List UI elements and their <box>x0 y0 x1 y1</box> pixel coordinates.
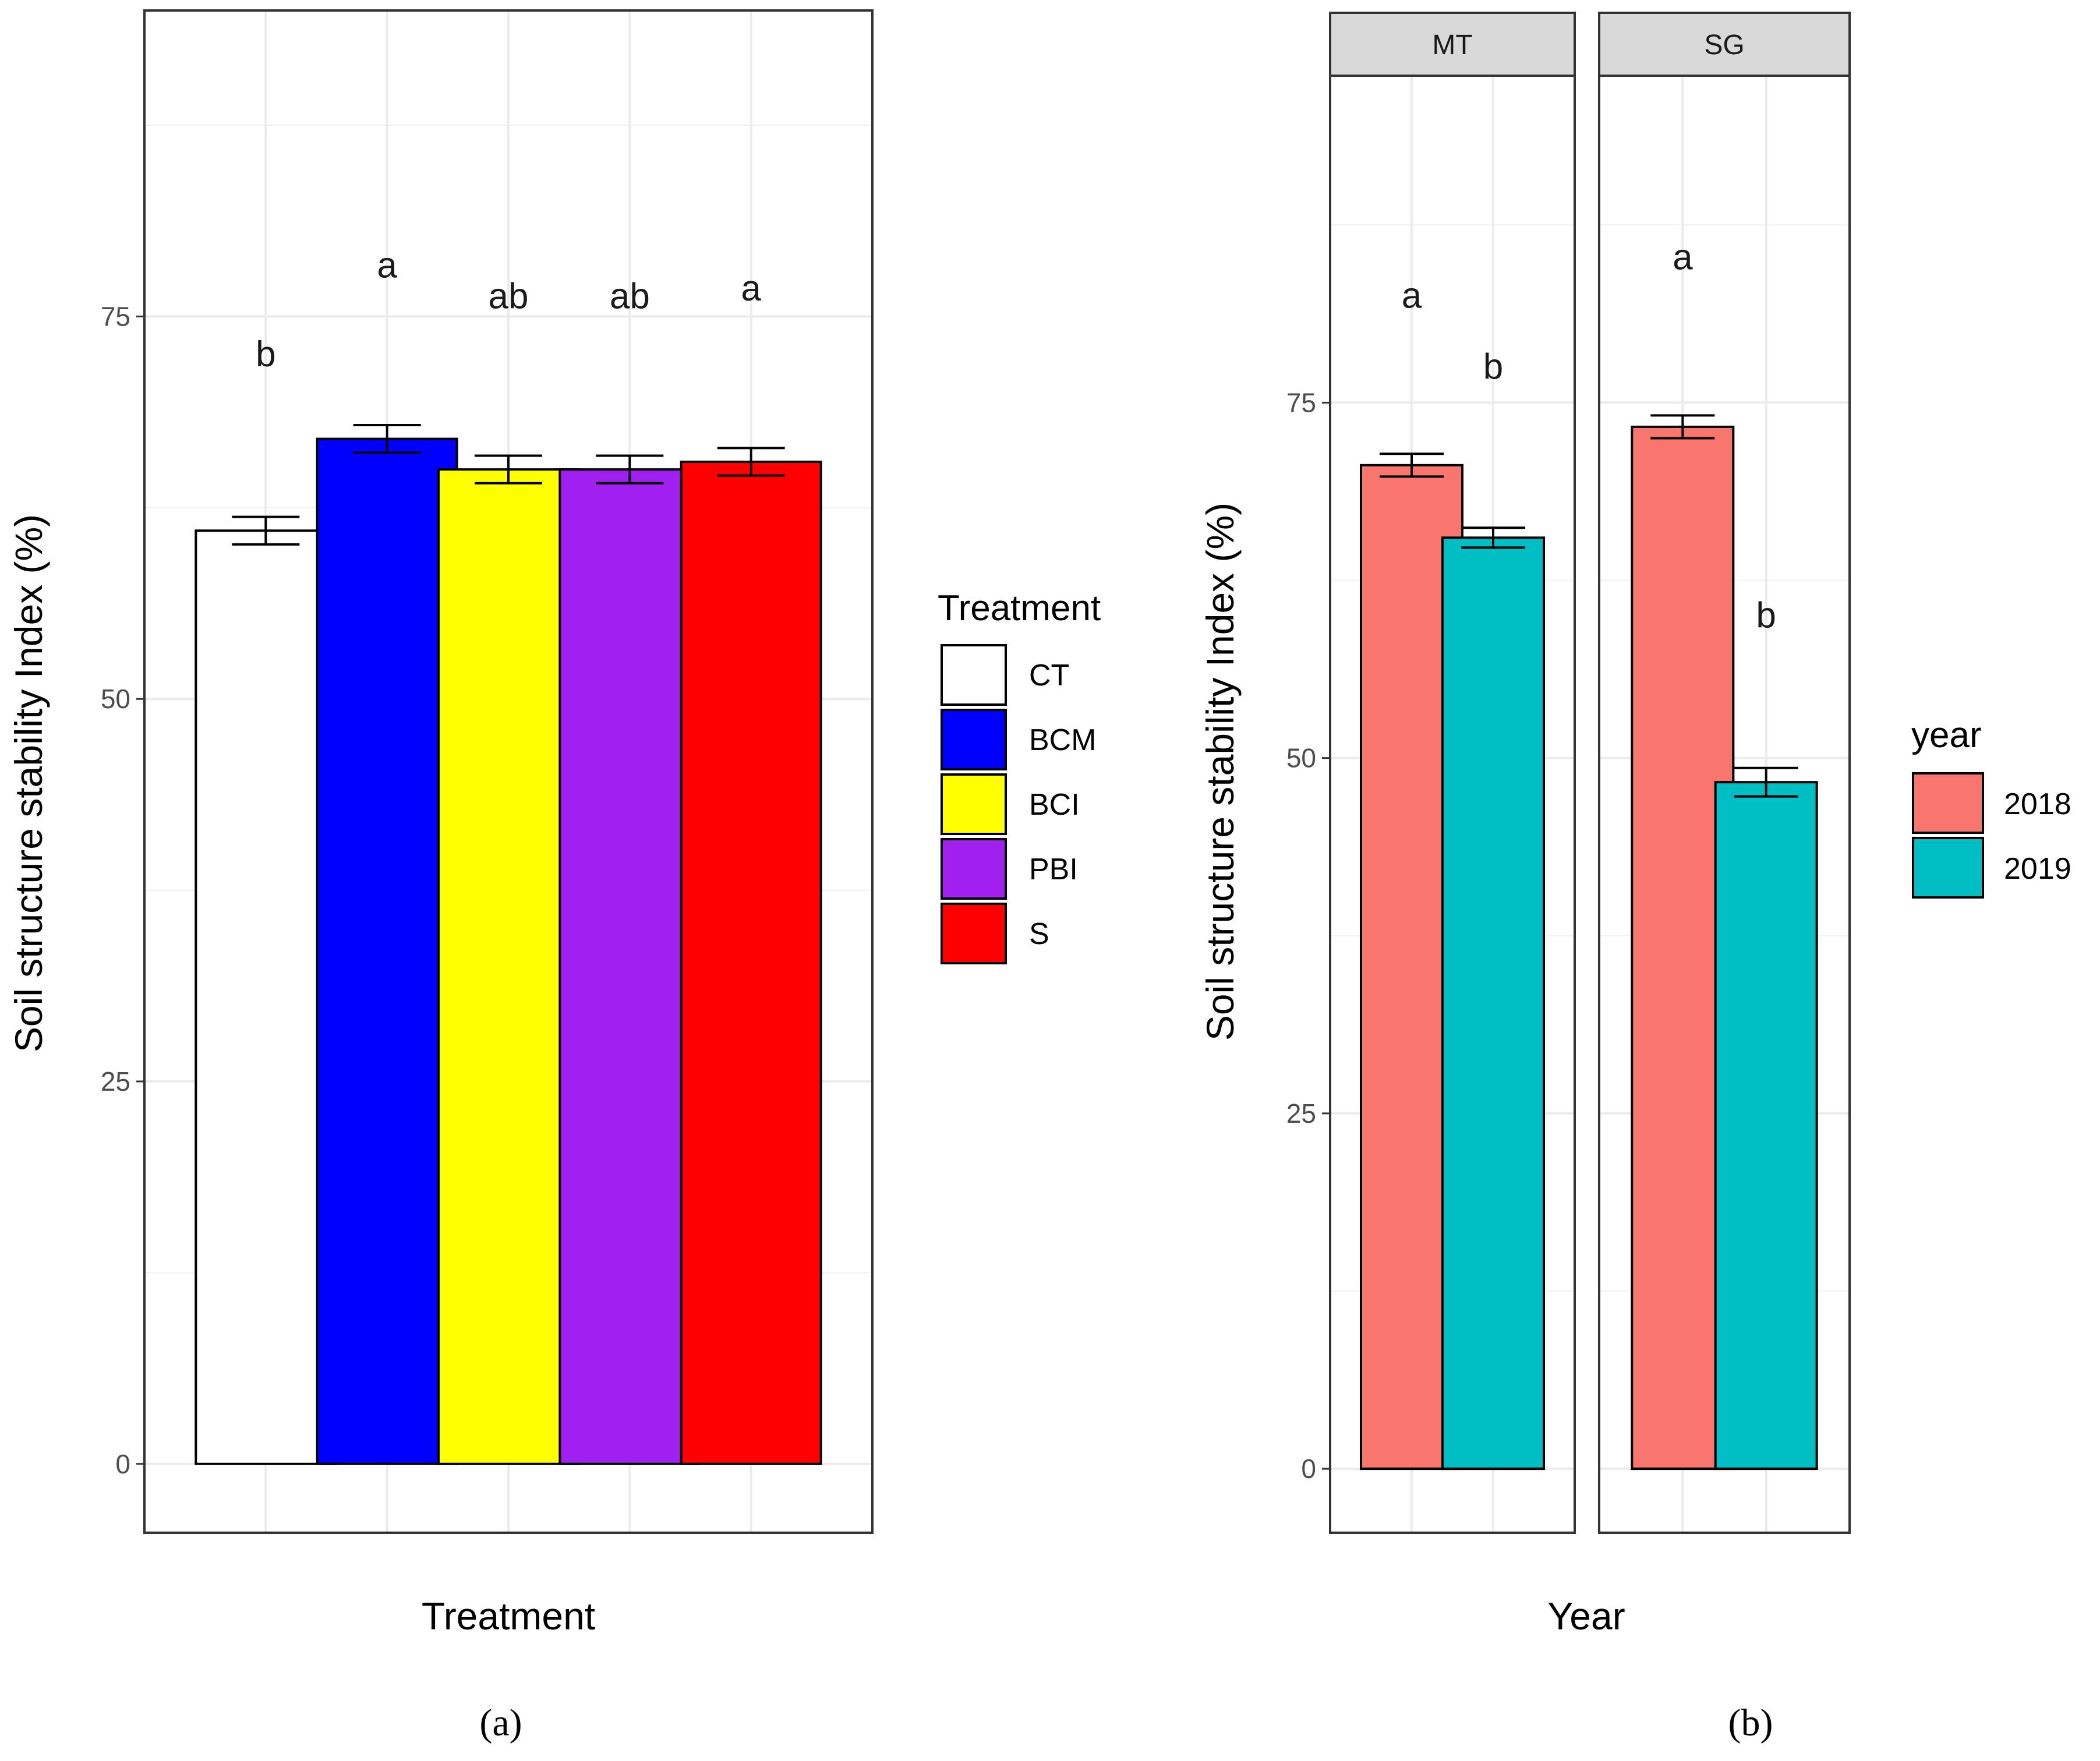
y-tick-label: 50 <box>101 684 130 714</box>
legend-label-2019: 2019 <box>2004 852 2071 886</box>
error-bar-ct <box>232 515 300 546</box>
facet-strip <box>1598 12 1851 77</box>
x-axis-title: Treatment <box>422 1594 595 1638</box>
bar-s <box>680 461 822 1465</box>
legend-b: year 2018 2019 <box>1911 715 2071 899</box>
y-axis-title: Soil structure stability Index (%) <box>7 514 50 1052</box>
chart-b: a b MT a b SG 0 25 50 75 Soil structure stability … <box>1199 12 2071 1744</box>
bar-pbi <box>558 468 701 1465</box>
bar-bcm <box>316 437 458 1465</box>
y-tick-label: 75 <box>101 301 130 331</box>
y-tick-label: 25 <box>1286 1098 1316 1129</box>
facet-strip <box>1329 12 1576 77</box>
y-tick-label: 0 <box>115 1449 130 1479</box>
chart-a: b a ab ab a 0 25 50 75 Soil structure stability I… <box>7 9 1101 1744</box>
legend-label-ct: CT <box>1029 659 1069 692</box>
error-bar-pbi <box>596 454 664 485</box>
significance-letter-mt-2018: a <box>1402 275 1422 316</box>
y-tick-label: 75 <box>1286 387 1316 418</box>
bar-ct <box>195 529 337 1465</box>
error-bar-sg-2018 <box>1650 414 1715 440</box>
y-axis-title: Soil structure stability Index (%) <box>1199 503 1242 1041</box>
facet-strip-label-mt: MT <box>1432 30 1472 61</box>
legend-title: year <box>1911 715 1982 755</box>
error-bar-mt-2018 <box>1380 452 1444 478</box>
legend-label-2018: 2018 <box>2004 787 2071 821</box>
legend-key-s <box>941 903 1007 964</box>
y-tick-label: 25 <box>101 1066 130 1097</box>
bar-bci <box>437 468 579 1465</box>
legend-label-bci: BCI <box>1029 788 1080 822</box>
facet-sg: a b SG <box>1598 12 1851 1534</box>
legend-label-s: S <box>1029 917 1049 951</box>
legend-title: Treatment <box>938 588 1101 628</box>
legend-key-bcm <box>941 709 1007 770</box>
panel-border <box>143 9 874 1534</box>
error-bar-bcm <box>353 423 421 454</box>
legend-label-pbi: PBI <box>1029 853 1078 886</box>
panel-caption-a: (a) <box>479 1702 522 1744</box>
y-tick-label: 50 <box>1286 743 1316 773</box>
significance-letter-bcm: a <box>377 246 397 286</box>
facet-mt: a b MT <box>1329 12 1576 1534</box>
error-bar-mt-2019 <box>1461 526 1525 549</box>
y-tick-label: 0 <box>1301 1454 1316 1484</box>
significance-letter-ct: b <box>256 334 275 374</box>
error-bar-s <box>717 447 785 477</box>
x-axis-title: Year <box>1547 1594 1625 1638</box>
significance-letter-mt-2019: b <box>1483 346 1503 387</box>
bar-sg-2019 <box>1714 781 1818 1470</box>
legend-label-bcm: BCM <box>1029 723 1097 757</box>
bar-mt-2019 <box>1441 536 1545 1470</box>
significance-letter-s: a <box>741 268 761 309</box>
significance-letter-bci: ab <box>489 276 529 316</box>
legend-key-2019 <box>1912 837 1984 899</box>
legend-key-pbi <box>941 838 1007 900</box>
panel-caption-b: (b) <box>1728 1702 1773 1744</box>
error-bar-bci <box>475 454 542 485</box>
significance-letter-pbi: ab <box>610 276 650 316</box>
legend-key-bci <box>941 773 1007 835</box>
significance-letter-sg-2018: a <box>1673 237 1693 277</box>
legend-key-ct <box>941 644 1007 706</box>
legend-a: Treatment CT BCM BCI PBI S <box>938 588 1101 964</box>
legend-key-2018 <box>1912 772 1984 834</box>
error-bar-sg-2019 <box>1734 766 1798 798</box>
significance-letter-sg-2019: b <box>1756 596 1776 636</box>
facet-strip-label-sg: SG <box>1704 30 1744 61</box>
